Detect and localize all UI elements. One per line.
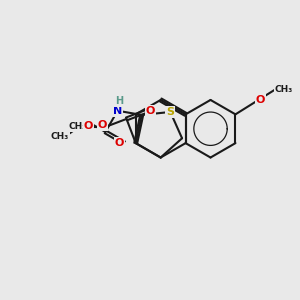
Text: O: O <box>84 121 93 131</box>
Text: N: N <box>113 106 122 116</box>
Text: CH₃: CH₃ <box>69 122 87 131</box>
Text: CH₃: CH₃ <box>274 85 293 94</box>
Text: S: S <box>166 107 174 117</box>
Text: H: H <box>115 96 123 106</box>
Text: CH₃: CH₃ <box>51 132 69 141</box>
Text: O: O <box>98 120 107 130</box>
Text: O: O <box>255 95 265 105</box>
Text: O: O <box>146 106 155 116</box>
Text: O: O <box>115 138 124 148</box>
